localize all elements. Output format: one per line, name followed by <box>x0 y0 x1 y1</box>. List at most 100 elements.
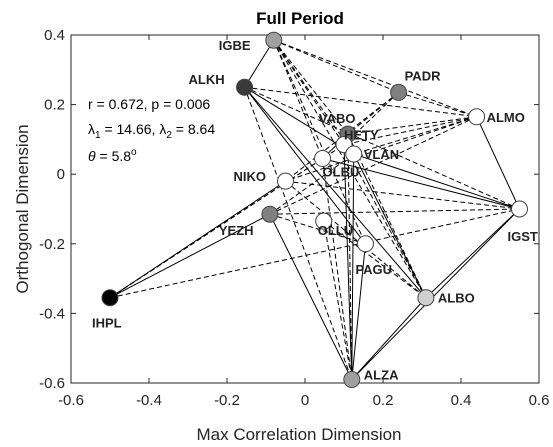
stats-annotation: r = 0.672, p = 0.006 λ1 = 14.66, λ2 = 8.… <box>88 96 215 164</box>
annotation-r-p: r = 0.672, p = 0.006 <box>88 96 210 112</box>
y-tick-label: -0.2 <box>39 236 65 253</box>
y-axis-label: Orthogonal Dimension <box>13 124 32 293</box>
solid-edge <box>353 153 520 210</box>
node-alza <box>343 371 361 389</box>
dashed-edge <box>273 39 477 118</box>
y-tick-label: 0 <box>57 166 65 183</box>
dashed-edge <box>322 158 353 380</box>
x-tick-label: 0.2 <box>373 392 394 409</box>
node-label-pagu: PAGU <box>355 262 392 277</box>
dashed-edge <box>347 92 399 135</box>
solid-edge <box>351 208 520 380</box>
node-label-igbe: IGBE <box>219 38 251 53</box>
solid-edge <box>244 86 355 155</box>
node-vlan <box>345 145 363 163</box>
x-tick-label: -0.6 <box>58 392 84 409</box>
node-label-igst: IGST <box>508 229 538 244</box>
node-albo <box>417 289 435 307</box>
node-yezh <box>261 205 279 223</box>
annotation-lambdas: λ1 = 14.66, λ2 = 8.64 <box>88 121 215 141</box>
lambda2-symbol: λ <box>159 121 166 137</box>
dashed-edge <box>323 221 353 380</box>
solid-edge <box>353 153 427 298</box>
node-ihpl <box>101 289 119 307</box>
node-label-vlan: VLAN <box>364 147 399 162</box>
x-tick-label: 0 <box>301 392 309 409</box>
dashed-edge <box>273 39 345 145</box>
node-igbe <box>265 31 283 49</box>
lambda1-symbol: λ <box>88 121 95 137</box>
solid-edge <box>351 297 427 380</box>
node-label-ihpl: IHPL <box>92 316 122 331</box>
solid-edge <box>425 208 520 299</box>
node-label-olbu: OLBU <box>323 165 360 180</box>
dashed-edge <box>347 134 353 380</box>
node-igst <box>511 200 528 218</box>
node-label-vabo: VABO <box>319 111 356 126</box>
solid-edge <box>244 86 427 299</box>
solid-edge <box>244 86 366 245</box>
solid-edge <box>476 116 520 210</box>
solid-edge <box>269 213 353 380</box>
theta-symbol: θ <box>88 148 96 164</box>
dashed-edge <box>273 39 399 93</box>
theta-value: = 5.8 <box>96 148 132 164</box>
node-label-niko: NIKO <box>234 169 267 184</box>
y-tick-label: 0.2 <box>44 97 65 114</box>
node-label-alkh: ALKH <box>189 72 225 87</box>
dashed-edge <box>273 39 427 298</box>
node-label-almo: ALMO <box>487 110 525 125</box>
dashed-edge <box>343 92 399 145</box>
node-padr <box>390 83 408 101</box>
lambda1-subscript: 1 <box>95 130 101 141</box>
dashed-edge <box>273 39 349 135</box>
y-tick-label: -0.6 <box>39 375 65 392</box>
x-tick-label: -0.2 <box>214 392 240 409</box>
solid-edge <box>351 243 366 380</box>
node-pagu <box>356 235 374 253</box>
node-almo <box>468 108 486 126</box>
dashed-edge <box>323 220 427 299</box>
dashed-edge <box>347 116 477 135</box>
dashed-edge <box>244 87 353 380</box>
edges-layer <box>109 39 520 380</box>
x-tick-label: 0.6 <box>529 392 550 409</box>
node-label-hety: HETY <box>344 128 379 143</box>
dashed-edge <box>343 144 427 298</box>
node-label-ollu: OLLU <box>318 223 353 238</box>
axis-ticks: -0.6 -0.4 -0.2 0 0.2 0.4 0.6 -0.6 -0.4 -0.2 0 0.2 0.… <box>39 27 549 409</box>
solid-edge <box>322 158 520 210</box>
node-niko <box>277 172 294 190</box>
dashed-edge <box>269 116 477 215</box>
node-alkh <box>236 78 254 96</box>
x-axis-label: Max Correlation Dimension <box>196 425 401 444</box>
x-tick-label: 0.4 <box>451 392 472 409</box>
lambda2-subscript: 2 <box>166 130 172 141</box>
dashed-edge <box>269 153 355 215</box>
dashed-edge <box>285 180 520 210</box>
dashed-edge <box>398 91 477 118</box>
dashed-edge <box>244 86 477 118</box>
annotation-theta: θ = 5.8o <box>88 147 137 164</box>
dashed-edge <box>244 86 520 210</box>
dashed-edge <box>285 180 427 299</box>
node-label-yezh: YEZH <box>219 223 254 238</box>
dashed-edge <box>269 208 520 215</box>
dashed-edge <box>343 116 477 146</box>
chart-title: Full Period <box>256 9 344 28</box>
solid-edge <box>343 144 353 380</box>
node-olbu <box>314 150 332 168</box>
lambda2-value: = 8.64 <box>172 121 215 137</box>
dashed-edge <box>273 40 324 159</box>
node-ollu <box>315 212 333 230</box>
node-label-padr: PADR <box>405 68 441 83</box>
y-tick-label: 0.4 <box>44 27 65 44</box>
solid-edge <box>351 154 355 380</box>
node-label-alza: ALZA <box>364 368 399 383</box>
solid-edge <box>109 213 271 299</box>
dashed-edge <box>353 116 477 155</box>
solid-edge <box>244 39 275 88</box>
dashed-edge <box>285 116 477 182</box>
node-label-albo: ALBO <box>438 291 475 306</box>
